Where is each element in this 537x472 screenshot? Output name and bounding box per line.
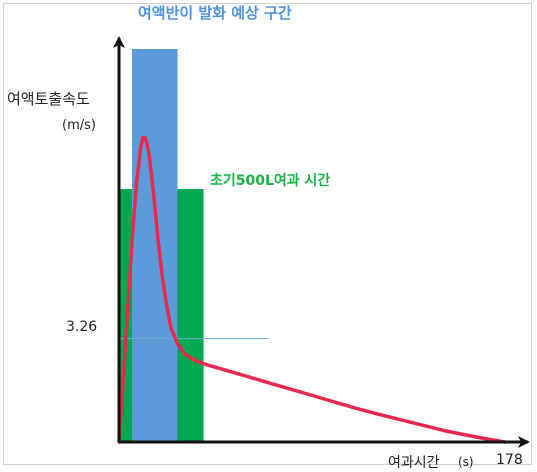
series-line — [117, 135, 507, 444]
green-region-label: 초기500L여과 시간 — [210, 173, 331, 189]
chart-frame — [3, 3, 532, 465]
blue-region-label: 여액반이 발화 예상 구간 — [138, 4, 292, 22]
y-tick-label: 3.26 — [66, 319, 98, 335]
x-axis-title: 여과시간 — [388, 455, 440, 471]
x-tick-label: 178 — [496, 452, 523, 468]
x-axis-unit: (s) — [458, 455, 474, 469]
y-axis-title: 여액토출속도 — [7, 90, 90, 108]
y-axis-unit: (m/s) — [62, 118, 96, 133]
blue-region-bar — [132, 49, 178, 442]
